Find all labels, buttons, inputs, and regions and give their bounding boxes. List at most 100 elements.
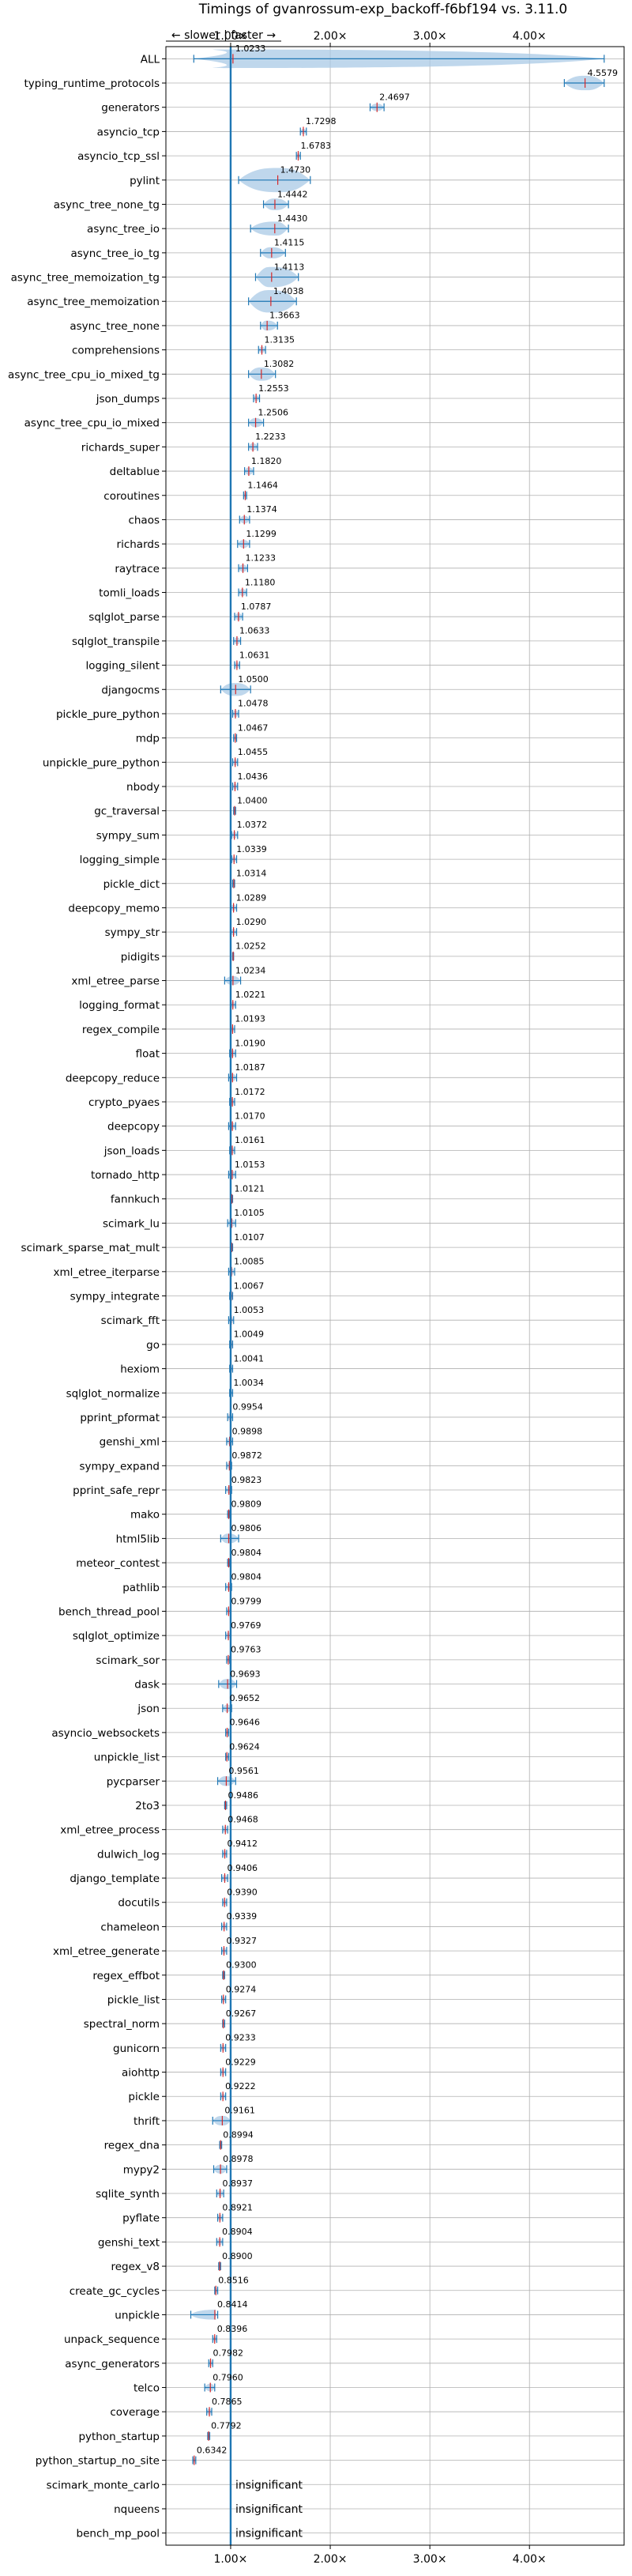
benchmark-name-label: pprint_safe_repr	[73, 1484, 160, 1497]
value-label: 1.0400	[237, 796, 268, 806]
benchmark-name-label: json_loads	[103, 1145, 160, 1157]
value-label: 1.1374	[246, 504, 277, 515]
benchmark-name-label: unpickle	[115, 2309, 160, 2321]
benchmark-name-label: coroutines	[103, 490, 160, 503]
benchmark-name-label: xml_etree_parse	[71, 975, 160, 988]
value-label: 1.0289	[236, 892, 267, 903]
benchmark-name-label: go	[146, 1339, 160, 1352]
benchmark-name-label: generators	[101, 102, 160, 115]
benchmark-name-label: async_tree_memoization_tg	[11, 272, 160, 285]
value-label: 1.0172	[235, 1087, 265, 1097]
benchmark-name-label: async_tree_io_tg	[70, 247, 160, 260]
value-label: 1.2506	[258, 407, 289, 417]
value-label: 0.9872	[231, 1450, 262, 1461]
x-tick-label-bottom: 2.00×	[314, 2553, 348, 2566]
value-label: 1.0467	[238, 722, 269, 733]
value-label: 0.9229	[225, 2057, 256, 2067]
benchmark-name-label: sqlglot_optimize	[73, 1630, 160, 1643]
benchmark-name-label: gunicorn	[113, 2042, 160, 2055]
value-label: 0.8994	[223, 2129, 254, 2140]
value-label: 0.9693	[230, 1669, 261, 1679]
value-label: 0.9412	[228, 1839, 258, 1849]
benchmark-name-label: regex_compile	[82, 1024, 160, 1036]
benchmark-name-label: python_startup	[78, 2431, 160, 2443]
value-label: 1.2553	[258, 383, 289, 394]
value-label: 0.9804	[231, 1548, 261, 1558]
value-label: 1.0049	[234, 1329, 265, 1340]
benchmark-name-label: telco	[134, 2382, 160, 2395]
benchmark-name-label: scimark_lu	[103, 1217, 160, 1230]
benchmark-name-label: django_template	[70, 1873, 160, 1885]
benchmark-name-label: pickle_list	[107, 1993, 160, 2006]
value-label: 1.0107	[234, 1232, 265, 1243]
value-label: 0.9274	[226, 1984, 257, 1994]
benchmark-name-label: deepcopy_reduce	[66, 1072, 160, 1084]
benchmark-name-label: regex_v8	[111, 2261, 160, 2273]
benchmark-name-label: comprehensions	[72, 345, 160, 357]
benchmark-name-label: xml_etree_generate	[53, 1945, 160, 1958]
benchmark-name-label: asyncio_websockets	[51, 1727, 160, 1740]
value-label: 0.9390	[227, 1888, 258, 1898]
benchmark-name-label: gc_traversal	[94, 805, 160, 818]
direction-label: ← slower | faster →	[171, 29, 276, 42]
grid-layer	[162, 43, 624, 2549]
benchmark-name-label: crypto_pyaes	[88, 1096, 160, 1109]
value-label: 1.0153	[235, 1160, 265, 1170]
benchmark-name-label: 2to3	[135, 1800, 160, 1812]
value-label: 0.7792	[211, 2421, 242, 2431]
value-label: 1.0053	[234, 1305, 265, 1315]
benchmark-name-label: asyncio_tcp	[97, 126, 160, 138]
value-label: 0.9222	[225, 2081, 256, 2091]
benchmark-name-label: deepcopy_memo	[68, 902, 160, 915]
value-label: 1.0631	[239, 650, 270, 660]
benchmark-name-label: bench_mp_pool	[77, 2528, 160, 2540]
value-label: 1.0190	[235, 1038, 265, 1048]
value-label: 1.4730	[280, 165, 311, 175]
value-label: 0.8978	[223, 2154, 254, 2164]
value-label: 1.1299	[246, 529, 276, 539]
benchmark-name-label: chaos	[128, 514, 160, 526]
value-label: 0.8921	[222, 2202, 253, 2212]
value-label: 0.9806	[231, 1523, 262, 1533]
value-label: 1.0067	[234, 1280, 265, 1291]
value-label: 0.9468	[228, 1814, 258, 1824]
benchmark-name-label: unpack_sequence	[64, 2333, 160, 2346]
benchmark-name-label: raytrace	[115, 563, 160, 575]
benchmark-name-label: docutils	[118, 1897, 160, 1910]
value-label: 0.8414	[217, 2299, 248, 2310]
benchmark-name-label: json	[137, 1703, 160, 1715]
benchmark-name-label: unpickle_pure_python	[43, 756, 160, 769]
benchmark-name-label: djangocms	[101, 684, 160, 696]
value-label: 0.7982	[213, 2348, 244, 2359]
value-label: 1.1233	[246, 553, 276, 564]
benchmark-name-label: ALL	[141, 53, 160, 66]
value-label: 2.4697	[379, 92, 409, 103]
benchmark-name-label: scimark_sor	[96, 1654, 160, 1667]
value-label: 0.9300	[226, 1960, 257, 1971]
insignificant-label: insignificant	[235, 2479, 303, 2491]
benchmark-name-label: async_tree_none_tg	[54, 198, 160, 211]
benchmark-name-label: async_tree_cpu_io_mixed	[24, 417, 160, 430]
value-label: 0.9327	[226, 1936, 257, 1946]
benchmark-name-label: meteor_contest	[76, 1557, 160, 1570]
benchmark-name-label: python_startup_no_site	[36, 2455, 160, 2468]
value-label: 0.9652	[230, 1693, 261, 1703]
benchmark-name-label: mypy2	[123, 2163, 160, 2176]
value-label: 1.4430	[277, 213, 308, 224]
benchmark-name-label: chameleon	[100, 1921, 160, 1933]
value-label: 0.9823	[231, 1475, 262, 1485]
value-label: 0.8937	[223, 2178, 254, 2189]
value-label: 1.0234	[235, 965, 266, 975]
value-label: 1.3663	[269, 311, 300, 321]
value-label: 0.8904	[222, 2227, 253, 2237]
benchmark-name-label: pickle_dict	[103, 878, 160, 891]
value-label: 1.0787	[241, 602, 272, 612]
value-label: 0.6342	[197, 2445, 228, 2455]
benchmark-name-label: logging_simple	[80, 854, 160, 866]
value-label: 1.0187	[235, 1062, 265, 1073]
value-label: 1.0290	[236, 917, 267, 927]
benchmark-name-label: bench_thread_pool	[58, 1605, 160, 1618]
benchmark-name-label: pickle	[128, 2091, 160, 2103]
value-label: 1.0339	[236, 844, 267, 854]
benchmark-name-label: asyncio_tcp_ssl	[77, 150, 160, 163]
